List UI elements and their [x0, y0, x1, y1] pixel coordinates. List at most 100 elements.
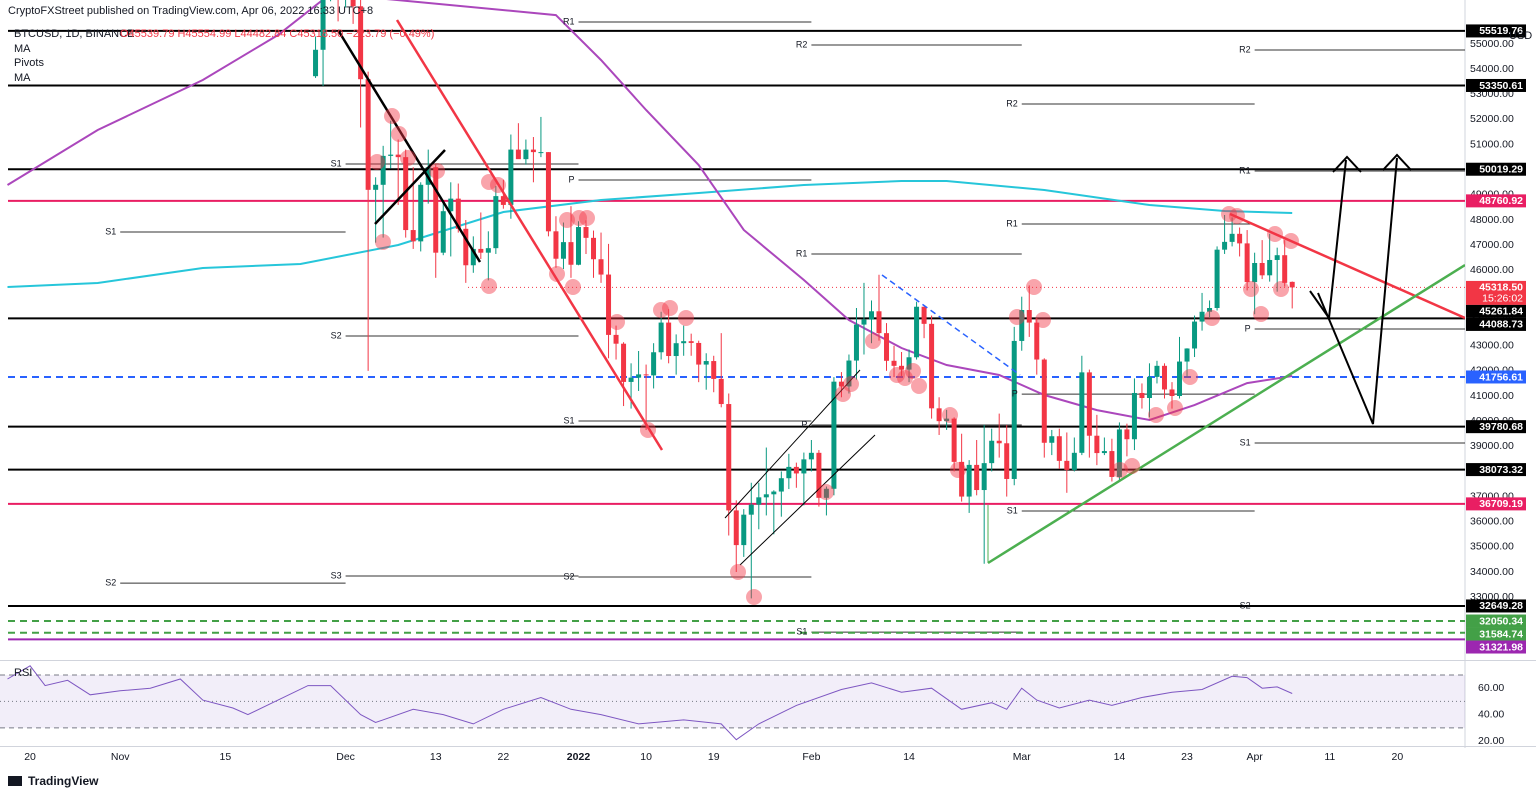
- candle-body: [763, 494, 769, 498]
- x-tick-label: 20: [24, 751, 36, 763]
- candle-body: [1079, 372, 1085, 453]
- candle-body: [373, 184, 379, 190]
- pivot-label: P: [1245, 323, 1251, 333]
- pivot-label: R1: [563, 16, 575, 26]
- level-label: 38073.32: [1479, 464, 1523, 476]
- highlight-circles: [369, 108, 1299, 605]
- candle-body: [1131, 392, 1137, 440]
- candle-body: [786, 466, 792, 479]
- y-tick-label: 35000.00: [1470, 541, 1514, 553]
- candle-body: [418, 184, 424, 242]
- level-label-box: [1466, 194, 1526, 208]
- pivot-label: P: [568, 174, 574, 184]
- x-tick-label: 14: [1114, 751, 1126, 763]
- candle-body: [636, 374, 642, 378]
- x-tick-label: 11: [1324, 751, 1335, 763]
- indicator: MA: [14, 43, 31, 55]
- candle-body: [313, 49, 319, 77]
- candle-body: [1259, 262, 1265, 276]
- candle-body: [538, 152, 544, 154]
- candle-body: [1252, 262, 1258, 283]
- level-label-box: [1466, 317, 1526, 331]
- candle-body: [831, 381, 837, 489]
- candle-body: [966, 464, 972, 497]
- level-label-box: [1466, 370, 1526, 384]
- candle-body: [921, 306, 927, 324]
- candle-body: [530, 149, 536, 153]
- level-label: 31321.98: [1479, 641, 1523, 653]
- candle-body: [598, 259, 604, 275]
- y-tick-label: 34000.00: [1470, 566, 1514, 578]
- candle-body: [838, 381, 844, 387]
- level-label-box: [1466, 420, 1526, 434]
- x-tick-label: 13: [430, 751, 442, 763]
- logo: [8, 776, 22, 786]
- candle-body: [1041, 359, 1047, 443]
- candle-body: [1154, 365, 1160, 377]
- level-label: 50019.29: [1479, 164, 1523, 176]
- channel-line: [739, 434, 876, 566]
- pivot-label: R1: [1239, 165, 1251, 175]
- candle-body: [493, 196, 499, 249]
- x-tick-label: 10: [640, 751, 652, 763]
- candle-body: [1064, 460, 1070, 470]
- symbol: BTCUSD, 1D, BINANCE: [14, 28, 134, 40]
- y-tick-label: 48000.00: [1470, 214, 1514, 226]
- candle-body: [741, 514, 747, 546]
- pivot-label: S1: [1240, 437, 1251, 447]
- pivot-label: S2: [1240, 600, 1251, 610]
- candle-body: [380, 155, 386, 185]
- candle-body: [823, 488, 829, 498]
- candle-body: [1019, 310, 1025, 341]
- candle-body: [395, 154, 401, 158]
- x-tick-label: 15: [220, 751, 232, 763]
- candle-body: [1146, 376, 1152, 399]
- pivot-label: S1: [796, 626, 807, 636]
- pivot-label: S1: [105, 226, 116, 236]
- pivot-label: S1: [1007, 505, 1018, 515]
- moving-average: [7, 180, 1293, 288]
- candle-body: [666, 322, 672, 357]
- candle-body: [1161, 365, 1167, 390]
- level-label: 32050.34: [1479, 615, 1523, 627]
- drawings: [336, 19, 1465, 605]
- x-tick-label: Feb: [802, 751, 820, 763]
- candle-body: [703, 361, 709, 365]
- trend-line: [395, 19, 664, 451]
- candle-body: [1026, 310, 1032, 323]
- level-label-box: [1466, 640, 1526, 654]
- candle-body: [410, 230, 416, 242]
- level-label-box: [1466, 280, 1526, 305]
- candle-body: [1282, 255, 1288, 283]
- x-tick-label: 19: [708, 751, 720, 763]
- level-label-box: [1466, 497, 1526, 511]
- arrow-head: [1382, 153, 1412, 171]
- candle-body: [726, 404, 732, 511]
- candle-body: [358, 6, 364, 80]
- candle-body: [884, 333, 890, 361]
- candle-body: [515, 149, 521, 160]
- pivot-label: R1: [796, 248, 808, 258]
- candle-body: [1139, 392, 1145, 399]
- candle-body: [1086, 372, 1092, 436]
- channel-line: [724, 369, 861, 519]
- candle-body: [974, 464, 980, 491]
- candle-body: [1056, 436, 1062, 461]
- candle-body: [606, 274, 612, 335]
- candle-body: [989, 440, 995, 464]
- pivot-label: R2: [796, 39, 808, 49]
- rsi-tick-label: 40.00: [1478, 708, 1504, 720]
- candle-body: [403, 157, 409, 231]
- pivot-label: P: [801, 419, 807, 429]
- rsi-tick-label: 20.00: [1478, 735, 1504, 747]
- candle-body: [1274, 255, 1280, 260]
- candle-body: [1222, 241, 1228, 250]
- y-tick-label: 52000.00: [1470, 113, 1514, 125]
- x-tick-label: Nov: [111, 751, 130, 763]
- candle-body: [808, 452, 814, 460]
- candle-body: [1184, 348, 1190, 362]
- price-pane: [6, 0, 1465, 641]
- pivot-label: S3: [331, 570, 342, 580]
- candle-body: [440, 211, 446, 253]
- pivot-label: S1: [563, 415, 574, 425]
